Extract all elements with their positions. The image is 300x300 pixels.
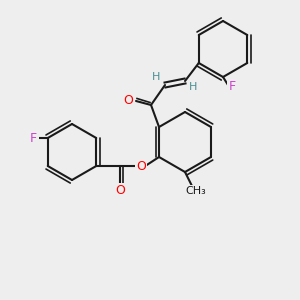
Text: H: H <box>152 72 160 82</box>
Text: CH₃: CH₃ <box>186 186 206 196</box>
Text: O: O <box>136 160 146 172</box>
Text: F: F <box>229 80 236 94</box>
Text: O: O <box>123 94 133 107</box>
Text: O: O <box>115 184 125 197</box>
Text: H: H <box>189 82 197 92</box>
Text: F: F <box>30 131 37 145</box>
